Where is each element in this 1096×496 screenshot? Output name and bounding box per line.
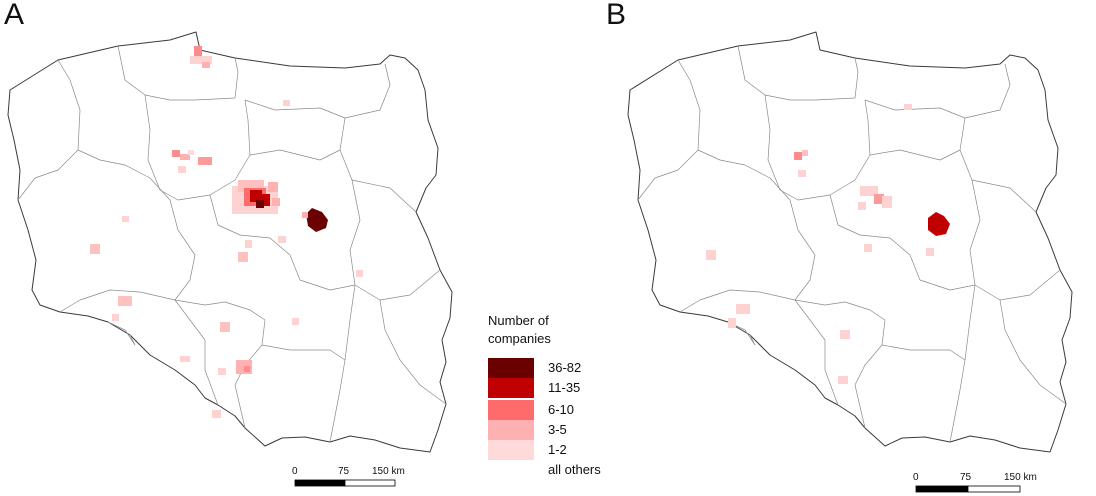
country-outline-a xyxy=(7,31,453,453)
legend-title-line-2: companies xyxy=(488,331,551,346)
legend-swatch-6-10 xyxy=(488,400,534,420)
choropleth-units-a xyxy=(90,46,363,418)
legend-title-line-1: Number of xyxy=(488,313,549,328)
scale-b-tick-75: 75 xyxy=(960,472,972,483)
legend-label-all-others: all others xyxy=(548,462,601,477)
panel-label-a: A xyxy=(4,0,25,31)
legend-title: Number of companies xyxy=(488,312,551,348)
legend-label-36-82: 36-82 xyxy=(548,360,582,375)
panel-label-b: B xyxy=(606,0,627,31)
scale-b-tick-150: 150 km xyxy=(1004,472,1037,483)
country-outline-b xyxy=(627,31,1073,453)
legend-swatch-all-others xyxy=(488,460,534,480)
legend-swatch-36-82 xyxy=(488,358,534,378)
legend-swatch-11-35 xyxy=(488,378,534,398)
legend-swatch-3-5 xyxy=(488,420,534,440)
map-panel-b xyxy=(627,31,1073,453)
scale-bar-a xyxy=(294,479,396,487)
map-panel-a xyxy=(7,31,453,453)
scale-b-tick-0: 0 xyxy=(913,472,919,483)
legend-swatch-1-2 xyxy=(488,440,534,460)
scale-bar-b xyxy=(915,485,1021,493)
legend-label-11-35: 11-35 xyxy=(548,380,581,395)
legend-label-3-5: 3-5 xyxy=(548,422,567,437)
legend-label-1-2: 1-2 xyxy=(548,442,567,457)
scale-a-tick-75: 75 xyxy=(338,466,350,477)
legend-label-6-10: 6-10 xyxy=(548,402,575,417)
scale-a-tick-150: 150 km xyxy=(372,466,405,477)
scale-a-tick-0: 0 xyxy=(292,466,298,477)
choropleth-units-b xyxy=(706,104,950,384)
